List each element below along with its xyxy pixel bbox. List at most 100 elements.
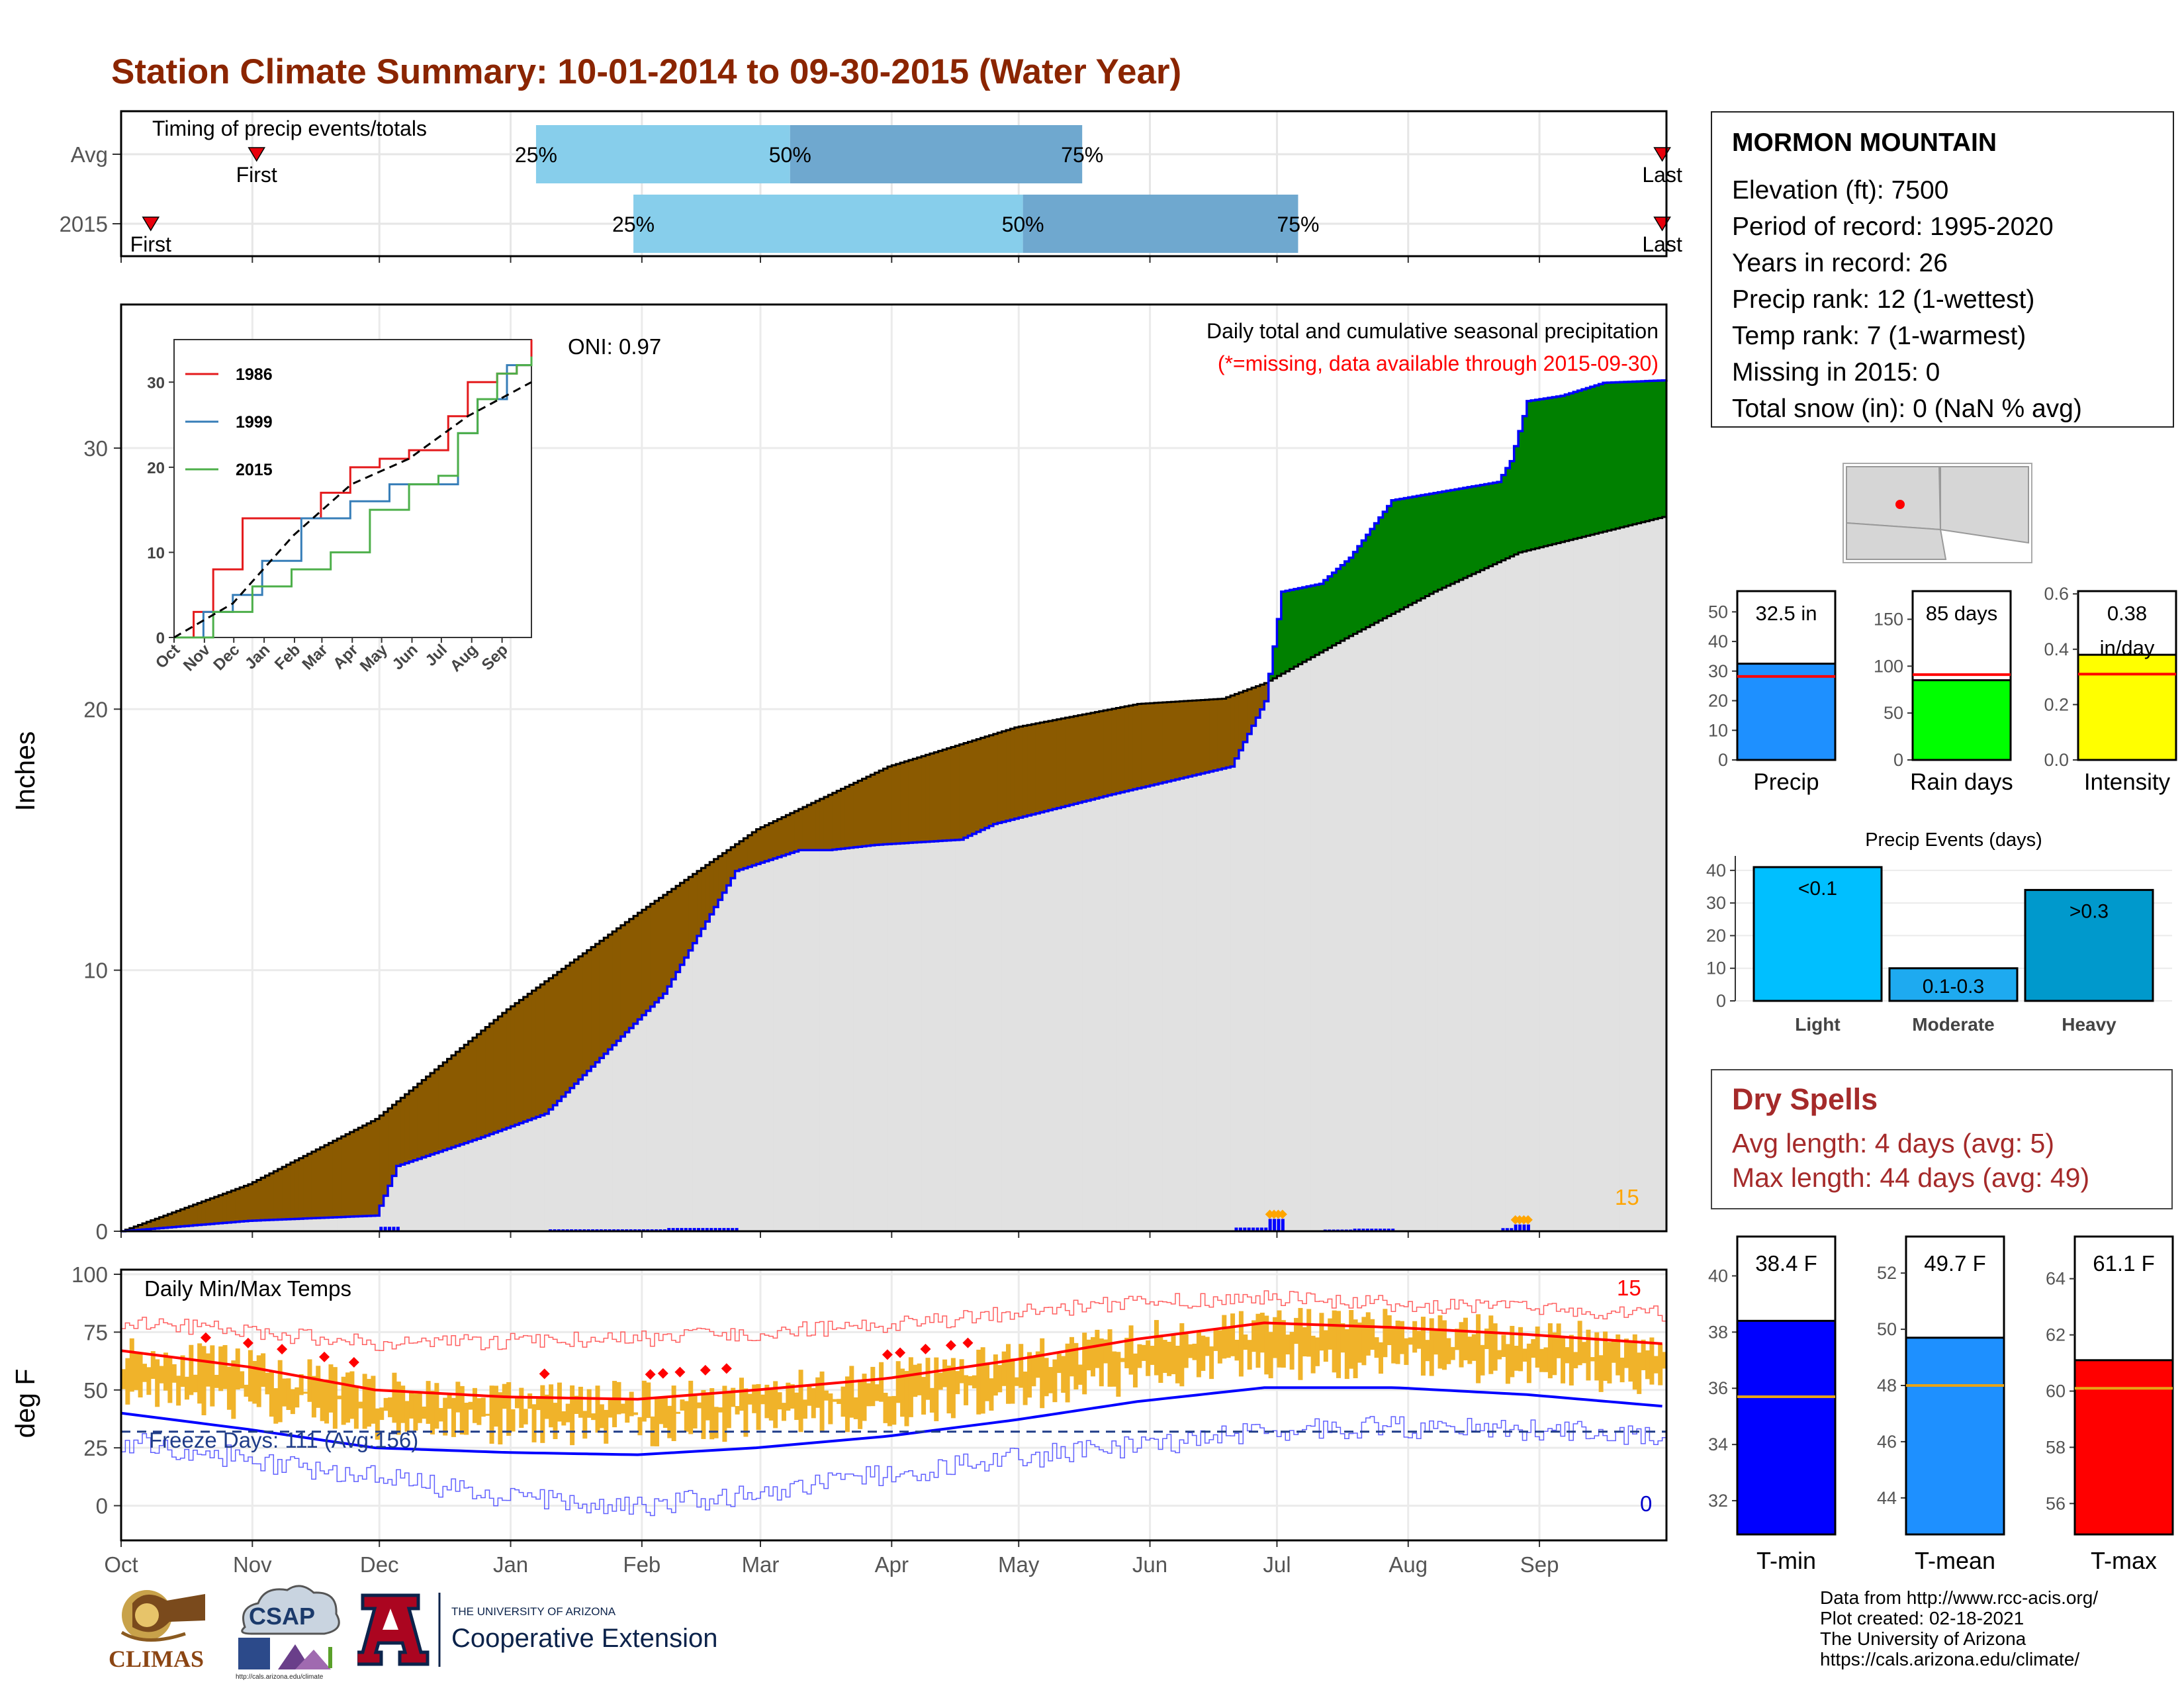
- avg-area-slice: [1535, 548, 1540, 1231]
- below-avg-slice: [1171, 702, 1176, 780]
- avg-area-slice: [913, 842, 918, 1231]
- daily-precip-bar: [671, 1228, 675, 1231]
- avg-area-slice: [895, 843, 901, 1231]
- avg-area-slice: [828, 850, 833, 1231]
- daily-precip-bar: [680, 1228, 684, 1231]
- daily-temp-bar: [1526, 1343, 1531, 1383]
- avg-area-slice: [210, 1223, 215, 1231]
- below-avg-slice: [828, 794, 833, 851]
- timing-pct-label: 50%: [1002, 212, 1044, 236]
- precip-bar-tick-label: 0.6: [2044, 584, 2069, 604]
- avg-area-slice: [201, 1225, 206, 1231]
- below-avg-slice: [777, 819, 782, 857]
- below-avg-slice: [167, 1213, 173, 1228]
- below-avg-slice: [176, 1211, 181, 1227]
- daily-temp-bar: [662, 1397, 668, 1429]
- daily-temp-bar: [1471, 1334, 1477, 1361]
- avg-area-slice: [1395, 611, 1400, 1231]
- avg-area-slice: [184, 1226, 189, 1231]
- daily-temp-bar: [781, 1403, 786, 1421]
- daily-temp-bar: [904, 1371, 909, 1427]
- below-avg-slice: [472, 1037, 477, 1141]
- below-avg-slice: [535, 987, 541, 1117]
- below-avg-slice: [752, 832, 757, 866]
- below-avg-slice: [891, 765, 897, 844]
- above-avg-slice: [1577, 391, 1582, 538]
- daily-temp-bar: [244, 1384, 249, 1397]
- daily-temp-bar: [1412, 1321, 1418, 1353]
- daily-temp-bar: [1501, 1335, 1506, 1357]
- avg-area-slice: [604, 1053, 609, 1231]
- daily-temp-bar: [726, 1392, 731, 1429]
- avg-area-slice: [942, 841, 948, 1231]
- daily-temp-bar: [1624, 1338, 1629, 1368]
- month-label: Feb: [623, 1552, 660, 1577]
- below-avg-slice: [667, 892, 672, 987]
- avg-area-slice: [1607, 530, 1612, 1231]
- below-avg-slice: [443, 1062, 448, 1150]
- record-min-line: [121, 1416, 1667, 1517]
- avg-area-slice: [1586, 536, 1591, 1231]
- below-avg-slice: [874, 773, 880, 845]
- temp-bar-tick-label: 44: [1877, 1488, 1897, 1508]
- above-avg-slice: [1277, 619, 1282, 677]
- daily-temp-bar: [1116, 1352, 1121, 1397]
- avg-area-slice: [519, 1123, 524, 1231]
- precip-ytick-label: 20: [83, 697, 108, 722]
- daily-temp-bar: [493, 1385, 498, 1427]
- avg-area-slice: [1433, 591, 1439, 1231]
- daily-temp-bar: [371, 1376, 376, 1424]
- avg-area-slice: [853, 847, 858, 1231]
- avg-area-slice: [1056, 808, 1062, 1231]
- daily-temp-bar: [167, 1357, 173, 1403]
- avg-area-slice: [1476, 572, 1481, 1231]
- below-avg-slice: [455, 1051, 461, 1147]
- record-high-marker: [645, 1369, 656, 1380]
- avg-area-slice: [1048, 810, 1053, 1231]
- below-avg-slice: [489, 1023, 494, 1135]
- below-avg-slice: [629, 919, 634, 1028]
- daily-precip-bar: [1378, 1229, 1382, 1231]
- avg-area-slice: [1590, 534, 1595, 1231]
- below-avg-slice: [1027, 725, 1032, 816]
- temp-bar-value: 38.4 F: [1755, 1251, 1817, 1276]
- avg-area-slice: [1175, 779, 1180, 1231]
- avg-area-slice: [1514, 554, 1519, 1231]
- avg-area-slice: [646, 1011, 651, 1231]
- temp-bar-fill: [1736, 1319, 1837, 1536]
- below-avg-slice: [540, 984, 545, 1115]
- timing-row-label: 2015: [60, 212, 108, 236]
- daily-precip-bar: [1387, 1229, 1390, 1231]
- daily-precip-bar: [688, 1228, 692, 1231]
- below-avg-slice: [701, 868, 706, 929]
- daily-temp-bar: [1399, 1321, 1404, 1354]
- avg-area-slice: [955, 839, 960, 1231]
- daily-temp-bar: [841, 1386, 846, 1417]
- avg-area-slice: [697, 935, 702, 1231]
- daily-precip-bar: [1374, 1229, 1378, 1231]
- daily-temp-bar: [1027, 1352, 1032, 1398]
- daily-precip-bar: [1247, 1227, 1251, 1231]
- above-avg-slice: [1662, 380, 1667, 518]
- daily-temp-bar: [1387, 1315, 1392, 1345]
- avg-area-slice: [455, 1146, 461, 1231]
- below-avg-slice: [1099, 711, 1104, 798]
- avg-area-slice: [964, 837, 969, 1231]
- daily-temp-bar: [1107, 1329, 1113, 1387]
- daily-temp-bar: [400, 1385, 406, 1423]
- above-avg-slice: [1378, 517, 1383, 621]
- precip-bar-value: 0.38: [2107, 602, 2147, 625]
- avg-area-slice: [222, 1223, 228, 1231]
- precip-bar-label: Precip: [1753, 769, 1819, 795]
- avg-area-slice: [193, 1225, 198, 1231]
- daily-temp-bar: [1594, 1332, 1600, 1381]
- daily-temp-bar: [527, 1393, 533, 1409]
- avg-area-slice: [1539, 547, 1545, 1232]
- map-state-nm: [1940, 466, 2029, 544]
- daily-temp-bar: [1433, 1330, 1439, 1355]
- daily-temp-bar: [942, 1359, 948, 1387]
- daily-temp-bar: [265, 1372, 270, 1395]
- above-avg-slice: [1294, 588, 1299, 667]
- daily-temp-bar: [311, 1376, 316, 1418]
- above-avg-slice: [1619, 382, 1625, 528]
